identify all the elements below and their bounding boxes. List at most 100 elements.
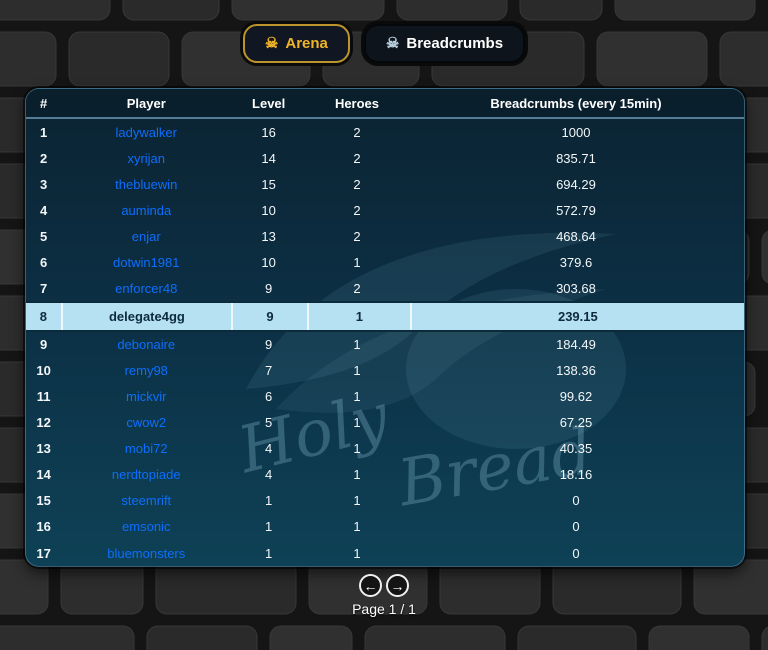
prev-page-button[interactable]: ←: [359, 574, 382, 597]
crumbs-cell: 1000: [561, 124, 591, 140]
tab-breadcrumbs-label: Breadcrumbs: [406, 35, 504, 52]
column-header: Level: [252, 95, 286, 111]
rank-cell: 17: [36, 545, 51, 561]
level-cell: 1: [265, 545, 273, 561]
rank-cell: 6: [39, 254, 48, 270]
heroes-cell: 2: [353, 176, 361, 192]
player-link[interactable]: ladywalker: [115, 124, 177, 140]
table-row: 16 emsonic 1 1 0: [26, 514, 744, 540]
rank-cell: 10: [36, 363, 51, 379]
player-link[interactable]: debonaire: [117, 337, 176, 353]
heroes-cell: 1: [353, 545, 361, 561]
crumbs-cell: 67.25: [559, 415, 593, 431]
column-header: Heroes: [334, 95, 380, 111]
player-link[interactable]: cwow2: [126, 415, 167, 431]
next-page-button[interactable]: →: [386, 574, 409, 597]
player-link[interactable]: mickvir: [126, 389, 167, 405]
player-link[interactable]: emsonic: [122, 519, 171, 535]
table-row: 7 enforcer48 9 2 303.68: [26, 275, 744, 301]
player-link[interactable]: bluemonsters: [107, 545, 186, 561]
rank-cell: 15: [36, 493, 51, 509]
crumbs-cell: 0: [572, 545, 580, 561]
crumbs-cell: 138.36: [556, 363, 596, 379]
table-row: 11 mickvir 6 1 99.62: [26, 384, 744, 410]
rank-cell: 5: [39, 228, 48, 244]
table-row: 3 thebluewin 15 2 694.29: [26, 171, 744, 197]
rank-cell: 16: [36, 519, 51, 535]
tab-breadcrumbs[interactable]: ☠ Breadcrumbs: [363, 24, 526, 63]
level-cell: 4: [265, 441, 273, 457]
table-row: 13 mobi72 4 1 40.35: [26, 436, 744, 462]
tab-bar: ☠ Arena ☠ Breadcrumbs: [0, 24, 768, 63]
level-cell: 1: [265, 493, 273, 509]
table-row: 15 steemrift 1 1 0: [26, 488, 744, 514]
pagination: ← → Page 1 / 1: [0, 574, 768, 617]
heroes-cell: 2: [353, 124, 361, 140]
level-cell: 9: [265, 337, 273, 353]
crumbs-cell: 0: [572, 519, 580, 535]
crumbs-cell: 184.49: [556, 337, 596, 353]
heroes-cell: 1: [306, 303, 410, 330]
crumbs-cell: 303.68: [556, 280, 596, 296]
heroes-cell: 1: [353, 254, 361, 270]
tab-arena[interactable]: ☠ Arena: [242, 24, 350, 63]
crumbs-cell: 0: [572, 493, 580, 509]
level-cell: 15: [261, 176, 276, 192]
player-link[interactable]: remy98: [124, 363, 168, 379]
rank-cell: 7: [39, 280, 48, 296]
crumbs-cell: 239.15: [409, 303, 744, 330]
level-cell: 5: [265, 415, 273, 431]
rank-cell: 8: [39, 308, 47, 324]
leaderboard-panel: Holy Bread # Player Level Heroes Breadcrumbs…: [25, 88, 745, 567]
level-cell: 9: [231, 303, 307, 330]
rank-cell: 2: [39, 150, 48, 166]
rank-cell: 11: [36, 389, 51, 405]
rank-cell: 14: [36, 467, 51, 483]
column-header: Player: [126, 95, 166, 111]
player-link[interactable]: mobi72: [124, 441, 168, 457]
crumbs-cell: 40.35: [559, 441, 593, 457]
table-row: 9 debonaire 9 1 184.49: [26, 332, 744, 358]
level-cell: 4: [265, 467, 273, 483]
heroes-cell: 1: [353, 363, 361, 379]
rank-cell: 13: [36, 441, 51, 457]
column-header: #: [39, 95, 48, 111]
player-link: delegate4gg: [60, 303, 231, 330]
level-cell: 16: [261, 124, 276, 140]
crumbs-cell: 468.64: [556, 228, 596, 244]
rank-cell: 12: [36, 415, 51, 431]
pagination-buttons: ← →: [0, 574, 768, 597]
player-link[interactable]: enforcer48: [115, 280, 178, 296]
skull-crossbones-icon: ☠: [264, 35, 279, 52]
table-row: 10 remy98 7 1 138.36: [26, 358, 744, 384]
table-row: 5 enjar 13 2 468.64: [26, 223, 744, 249]
heroes-cell: 1: [353, 519, 361, 535]
column-header: Breadcrumbs (every 15min): [490, 95, 662, 111]
crumbs-cell: 835.71: [556, 150, 596, 166]
heroes-cell: 1: [353, 389, 361, 405]
level-cell: 13: [261, 228, 276, 244]
player-link[interactable]: enjar: [131, 228, 161, 244]
page-indicator: Page 1 / 1: [352, 601, 416, 617]
level-cell: 6: [265, 389, 273, 405]
level-cell: 14: [261, 150, 276, 166]
player-link[interactable]: steemrift: [121, 493, 172, 509]
heroes-cell: 1: [353, 467, 361, 483]
rank-cell: 1: [39, 124, 48, 140]
table-row: 12 cwow2 5 1 67.25: [26, 410, 744, 436]
heroes-cell: 1: [353, 337, 361, 353]
table-header-row: # Player Level Heroes Breadcrumbs (every 15m…: [26, 89, 744, 119]
heroes-cell: 1: [353, 415, 361, 431]
table-row: 8 delegate4gg 9 1 239.15: [26, 301, 744, 332]
table-row: 4 auminda 10 2 572.79: [26, 197, 744, 223]
table-row: 6 dotwin1981 10 1 379.6: [26, 249, 744, 275]
player-link[interactable]: nerdtopiade: [111, 467, 181, 483]
rank-cell: 3: [39, 176, 48, 192]
heroes-cell: 2: [353, 150, 361, 166]
player-link[interactable]: dotwin1981: [113, 254, 180, 270]
player-link[interactable]: thebluewin: [115, 176, 178, 192]
level-cell: 10: [261, 202, 276, 218]
crumbs-cell: 379.6: [559, 254, 593, 270]
player-link[interactable]: auminda: [121, 202, 172, 218]
player-link[interactable]: xyrijan: [127, 150, 166, 166]
